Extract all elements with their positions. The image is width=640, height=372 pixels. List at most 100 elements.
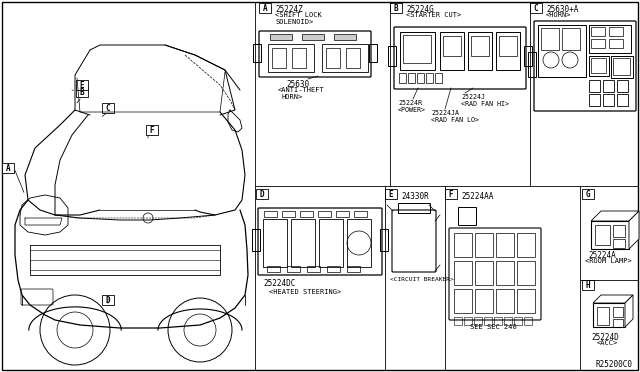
- Text: A: A: [6, 164, 10, 173]
- Bar: [282, 211, 295, 217]
- Polygon shape: [593, 295, 633, 303]
- Bar: [334, 34, 356, 40]
- Text: A: A: [262, 4, 268, 13]
- Text: <HEATED STEERING>: <HEATED STEERING>: [269, 289, 341, 295]
- Polygon shape: [625, 295, 633, 327]
- Text: 25630: 25630: [286, 80, 309, 89]
- Bar: [582, 189, 594, 199]
- Bar: [603, 80, 614, 92]
- Bar: [609, 27, 623, 36]
- Bar: [499, 36, 517, 56]
- Bar: [496, 289, 514, 313]
- Bar: [524, 46, 532, 66]
- Text: SOLENOID>: SOLENOID>: [275, 19, 313, 25]
- Bar: [435, 73, 442, 83]
- Bar: [613, 319, 623, 327]
- Bar: [322, 44, 368, 72]
- Bar: [267, 266, 280, 272]
- Bar: [589, 56, 609, 76]
- Bar: [347, 266, 360, 272]
- Bar: [146, 125, 158, 135]
- Bar: [582, 280, 594, 290]
- Bar: [609, 39, 623, 48]
- Text: 25224AA: 25224AA: [461, 192, 493, 201]
- Bar: [398, 203, 430, 213]
- Bar: [390, 3, 402, 13]
- Bar: [454, 289, 472, 313]
- Bar: [475, 289, 493, 313]
- Polygon shape: [591, 211, 639, 221]
- Bar: [264, 211, 277, 217]
- Bar: [496, 32, 520, 70]
- Bar: [611, 56, 633, 78]
- Text: 25224D: 25224D: [591, 333, 619, 342]
- Bar: [291, 219, 315, 267]
- Bar: [327, 266, 340, 272]
- Bar: [287, 266, 300, 272]
- Text: R25200C0: R25200C0: [595, 360, 632, 369]
- Bar: [385, 189, 397, 199]
- Text: E: E: [388, 190, 394, 199]
- Bar: [454, 317, 462, 325]
- Bar: [443, 36, 461, 56]
- Bar: [426, 73, 433, 83]
- Text: C: C: [534, 4, 538, 13]
- Bar: [595, 225, 610, 245]
- Text: H: H: [586, 281, 590, 290]
- Bar: [484, 317, 492, 325]
- Text: 25224DC: 25224DC: [263, 279, 296, 288]
- Bar: [2, 163, 14, 173]
- Text: B: B: [394, 4, 398, 13]
- Text: <HORN>: <HORN>: [546, 12, 572, 18]
- Text: G: G: [586, 190, 590, 199]
- Bar: [259, 3, 271, 13]
- Text: 25630+A: 25630+A: [546, 5, 579, 14]
- Text: 25224J: 25224J: [461, 94, 485, 100]
- Bar: [268, 44, 314, 72]
- Bar: [263, 219, 287, 267]
- Text: <STARTER CUT>: <STARTER CUT>: [406, 12, 461, 18]
- Bar: [475, 233, 493, 257]
- Bar: [369, 44, 377, 62]
- Polygon shape: [629, 211, 639, 249]
- Bar: [307, 266, 320, 272]
- Bar: [102, 103, 114, 113]
- Bar: [591, 27, 605, 36]
- Bar: [408, 73, 415, 83]
- Bar: [399, 73, 406, 83]
- Bar: [475, 261, 493, 285]
- Bar: [256, 189, 268, 199]
- Bar: [496, 233, 514, 257]
- Bar: [252, 229, 260, 251]
- Bar: [292, 48, 306, 68]
- Bar: [562, 28, 580, 50]
- Text: 25224G: 25224G: [406, 5, 434, 14]
- Text: 25224Z: 25224Z: [275, 5, 303, 14]
- Bar: [504, 317, 512, 325]
- Bar: [388, 46, 396, 66]
- Bar: [380, 229, 388, 251]
- Bar: [319, 219, 343, 267]
- Bar: [347, 219, 371, 267]
- Bar: [326, 48, 340, 68]
- Bar: [514, 317, 522, 325]
- Text: D: D: [260, 190, 264, 199]
- Bar: [589, 25, 631, 53]
- Bar: [613, 225, 625, 237]
- Bar: [617, 94, 628, 106]
- Bar: [400, 32, 435, 70]
- Bar: [474, 317, 482, 325]
- Bar: [591, 221, 629, 249]
- Text: <RAD FAN HI>: <RAD FAN HI>: [461, 101, 509, 107]
- Text: <ACC>: <ACC>: [597, 340, 618, 346]
- Bar: [76, 87, 88, 97]
- Bar: [300, 211, 313, 217]
- Text: F: F: [449, 190, 453, 199]
- Bar: [354, 211, 367, 217]
- Text: E: E: [80, 81, 84, 90]
- Bar: [541, 28, 559, 50]
- Bar: [613, 307, 623, 317]
- Bar: [538, 25, 586, 77]
- Bar: [517, 233, 535, 257]
- Bar: [76, 80, 88, 90]
